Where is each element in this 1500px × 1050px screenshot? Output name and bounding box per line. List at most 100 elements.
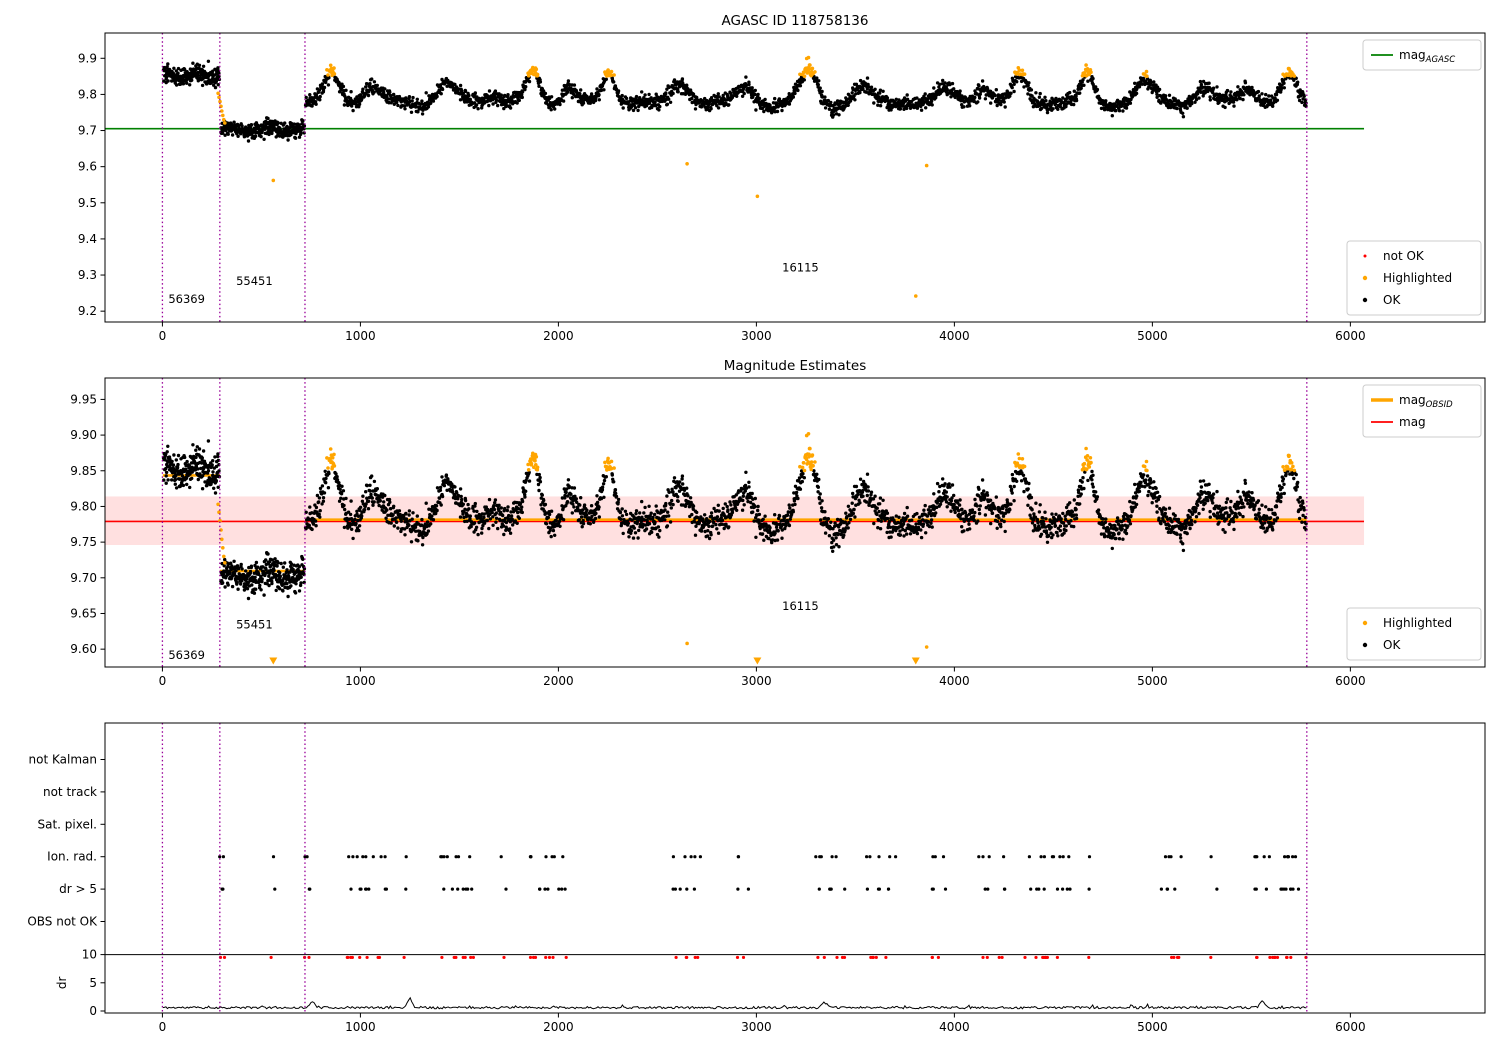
ok-point: [1232, 104, 1236, 108]
ok-point: [577, 518, 581, 522]
ok-point: [585, 94, 589, 99]
ok-point: [973, 95, 977, 100]
ok-point: [672, 476, 677, 480]
ok-point: [314, 505, 319, 510]
ok-point: [191, 61, 195, 65]
ok-point: [435, 508, 439, 513]
ok-point: [762, 538, 766, 542]
ok-point: [347, 524, 352, 529]
scatter-points: [161, 432, 1308, 665]
ok-point: [366, 507, 371, 511]
ok-point: [878, 91, 882, 95]
ok-point: [388, 500, 392, 504]
ok-point: [494, 96, 498, 100]
ok-point: [262, 593, 266, 597]
ok-point: [549, 526, 553, 530]
ok-point: [1026, 83, 1030, 88]
ok-point: [506, 505, 510, 509]
ok-point: [166, 79, 170, 83]
ok-point: [190, 78, 194, 82]
ok-point: [640, 499, 644, 504]
ok-point: [553, 107, 557, 111]
ok-point: [297, 135, 302, 139]
ok-point: [334, 472, 338, 476]
ok-point: [1054, 96, 1058, 101]
ok-point: [243, 574, 247, 578]
ok-point: [727, 525, 731, 529]
ok-point: [308, 505, 312, 509]
ok-point: [709, 96, 714, 100]
ok-point: [458, 515, 463, 519]
ok-point: [357, 528, 361, 533]
ok-point: [337, 499, 342, 503]
ok-point: [707, 524, 711, 528]
obsid-annotation: 55451: [236, 274, 273, 288]
ok-point: [580, 525, 584, 529]
ok-point: [695, 510, 699, 515]
ok-point: [1282, 81, 1286, 85]
ok-point: [759, 522, 764, 526]
ok-point: [680, 474, 685, 478]
ok-point: [837, 113, 841, 117]
ok-point: [897, 98, 901, 102]
ok-point: [1104, 99, 1108, 103]
ok-point: [421, 535, 425, 540]
legend-label: Highlighted: [1383, 271, 1452, 285]
ok-point: [279, 561, 283, 566]
ok-point: [751, 510, 755, 514]
ok-point: [429, 522, 433, 526]
ok-point: [337, 481, 341, 485]
ok-point: [170, 478, 174, 482]
ok-point: [929, 99, 934, 103]
ok-point: [310, 511, 314, 515]
ok-point: [267, 571, 272, 575]
ok-point: [183, 455, 187, 460]
ok-point: [572, 83, 577, 87]
ok-point: [593, 516, 598, 521]
ok-point: [543, 502, 548, 507]
ok-point: [725, 504, 729, 509]
ok-point: [667, 490, 671, 494]
ok-point: [1167, 93, 1172, 98]
ok-point: [846, 103, 850, 108]
ok-point: [1260, 92, 1264, 96]
ok-point: [297, 565, 301, 569]
ok-point: [665, 524, 670, 528]
ok-point: [324, 481, 328, 485]
ok-point: [709, 511, 714, 515]
ok-point: [722, 526, 726, 531]
ok-point: [549, 108, 553, 112]
ok-point: [450, 490, 455, 494]
ok-point: [715, 515, 720, 519]
ok-point: [270, 131, 274, 136]
ok-point: [537, 84, 541, 89]
ok-point: [492, 507, 497, 512]
ok-point: [540, 493, 544, 497]
ok-point: [689, 500, 693, 505]
ok-point: [656, 525, 661, 529]
ok-point: [740, 487, 744, 491]
legend-label: OK: [1383, 293, 1401, 307]
ok-point: [538, 80, 543, 84]
ok-point: [1009, 91, 1013, 96]
ok-point: [547, 512, 552, 517]
ok-point: [440, 87, 445, 92]
ok-point: [715, 527, 719, 531]
ok-point: [317, 512, 321, 516]
ok-point: [686, 494, 690, 498]
ok-point: [496, 526, 500, 531]
ok-point: [894, 97, 898, 102]
ok-point: [438, 485, 443, 490]
ok-point: [754, 535, 758, 539]
ok-point: [511, 507, 515, 511]
ok-point: [446, 478, 450, 483]
ok-point: [576, 506, 580, 510]
ok-point: [763, 514, 767, 518]
ok-point: [631, 108, 636, 113]
ok-point: [318, 94, 322, 99]
ok-point: [206, 59, 211, 63]
ok-point: [1225, 88, 1230, 93]
ok-point: [670, 498, 674, 503]
legend-marker-dot: [1362, 275, 1368, 281]
ok-point: [1279, 86, 1284, 90]
